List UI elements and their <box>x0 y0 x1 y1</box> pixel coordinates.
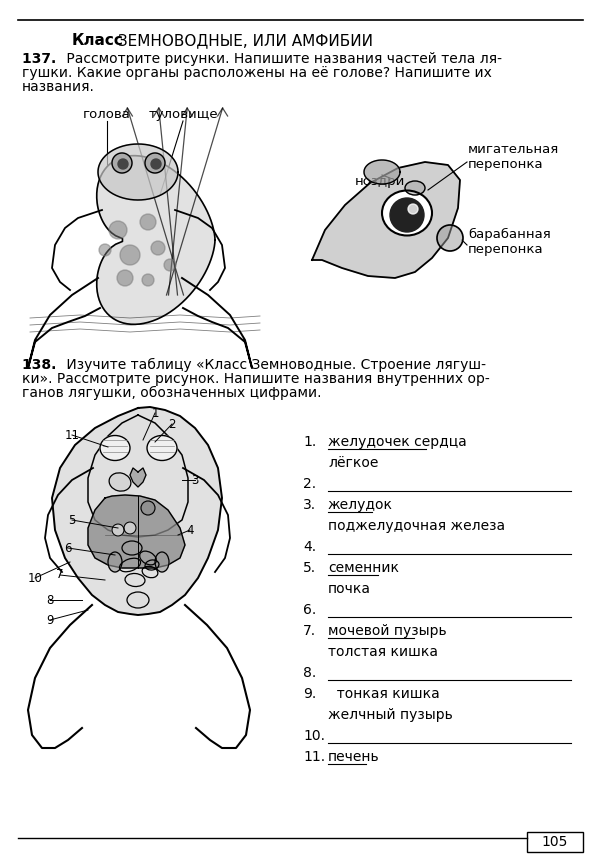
Text: 5: 5 <box>69 513 76 526</box>
Text: голова: голова <box>83 108 131 121</box>
Text: желудочек сердца: желудочек сердца <box>328 435 467 449</box>
Circle shape <box>109 221 127 239</box>
Text: названия.: названия. <box>22 80 95 94</box>
Ellipse shape <box>155 552 169 572</box>
Text: Рассмотрите рисунки. Напишите названия частей тела ля-: Рассмотрите рисунки. Напишите названия ч… <box>62 52 502 66</box>
Text: 7.: 7. <box>303 624 316 638</box>
Text: 138.: 138. <box>22 358 61 372</box>
Text: 11.: 11. <box>303 750 325 764</box>
Text: Изучите таблицу «Класс Земноводные. Строение лягуш-: Изучите таблицу «Класс Земноводные. Стро… <box>62 358 486 372</box>
Text: ЗЕМНОВОДНЫЕ, ИЛИ АМФИБИИ: ЗЕМНОВОДНЫЕ, ИЛИ АМФИБИИ <box>113 33 373 48</box>
Ellipse shape <box>109 473 131 491</box>
Polygon shape <box>88 495 185 568</box>
Circle shape <box>437 225 463 251</box>
Polygon shape <box>52 407 222 615</box>
Polygon shape <box>98 144 178 200</box>
Text: гушки. Какие органы расположены на её голове? Напишите их: гушки. Какие органы расположены на её го… <box>22 66 492 80</box>
Circle shape <box>99 244 111 256</box>
Text: 8.: 8. <box>303 666 316 680</box>
Text: ноздри: ноздри <box>355 175 406 188</box>
Text: 1: 1 <box>151 406 159 419</box>
Circle shape <box>145 153 165 173</box>
Ellipse shape <box>405 181 425 195</box>
Text: барабанная: барабанная <box>468 228 551 241</box>
Text: 9.: 9. <box>303 687 316 701</box>
Polygon shape <box>312 162 460 278</box>
Text: ки». Рассмотрите рисунок. Напишите названия внутренних ор-: ки». Рассмотрите рисунок. Напишите назва… <box>22 372 490 386</box>
Text: Класс: Класс <box>72 33 124 48</box>
Text: 11: 11 <box>64 428 79 441</box>
Text: 8: 8 <box>46 594 53 607</box>
Circle shape <box>390 198 424 232</box>
Text: 2: 2 <box>168 417 175 430</box>
Text: 105: 105 <box>542 835 568 849</box>
Text: перепонка: перепонка <box>468 158 544 171</box>
Text: лёгкое: лёгкое <box>328 456 379 470</box>
Text: мочевой пузырь: мочевой пузырь <box>328 624 447 638</box>
Circle shape <box>151 159 161 169</box>
Ellipse shape <box>147 435 177 460</box>
Text: 2.: 2. <box>303 477 316 491</box>
Text: 10.: 10. <box>303 729 325 743</box>
Text: 5.: 5. <box>303 561 316 575</box>
Polygon shape <box>97 156 215 324</box>
Circle shape <box>120 245 140 265</box>
Text: 10: 10 <box>28 572 43 584</box>
Ellipse shape <box>127 592 149 608</box>
Circle shape <box>117 270 133 286</box>
Text: 6: 6 <box>64 542 72 554</box>
Circle shape <box>118 159 128 169</box>
Text: тонкая кишка: тонкая кишка <box>328 687 440 701</box>
Text: толстая кишка: толстая кишка <box>328 645 438 659</box>
Text: перепонка: перепонка <box>468 243 544 256</box>
Circle shape <box>141 501 155 515</box>
Circle shape <box>142 274 154 286</box>
Circle shape <box>112 153 132 173</box>
Text: 6.: 6. <box>303 603 316 617</box>
Text: 3.: 3. <box>303 498 316 512</box>
Text: печень: печень <box>328 750 380 764</box>
Text: желудок: желудок <box>328 498 393 512</box>
Text: 4.: 4. <box>303 540 316 554</box>
Ellipse shape <box>382 190 432 236</box>
Text: желчный пузырь: желчный пузырь <box>328 708 453 722</box>
Polygon shape <box>88 415 188 537</box>
Bar <box>527 832 583 852</box>
Text: ганов лягушки, обозначенных цифрами.: ганов лягушки, обозначенных цифрами. <box>22 386 322 400</box>
Text: туловище: туловище <box>148 108 218 121</box>
Text: 3: 3 <box>191 474 199 487</box>
Circle shape <box>124 522 136 534</box>
Text: поджелудочная железа: поджелудочная железа <box>328 519 505 533</box>
Text: семенник: семенник <box>328 561 399 575</box>
Circle shape <box>112 524 124 536</box>
Circle shape <box>164 259 176 271</box>
Text: 9: 9 <box>46 614 53 626</box>
Polygon shape <box>364 160 400 184</box>
Text: 137.: 137. <box>22 52 61 66</box>
Text: мигательная: мигательная <box>468 143 560 156</box>
Text: 4: 4 <box>186 524 194 536</box>
Ellipse shape <box>108 552 122 572</box>
Circle shape <box>408 204 418 214</box>
Text: почка: почка <box>328 582 371 596</box>
Circle shape <box>140 214 156 230</box>
Ellipse shape <box>100 435 130 460</box>
Text: 1.: 1. <box>303 435 316 449</box>
Text: 7: 7 <box>56 568 64 582</box>
Circle shape <box>151 241 165 255</box>
Polygon shape <box>130 468 146 487</box>
